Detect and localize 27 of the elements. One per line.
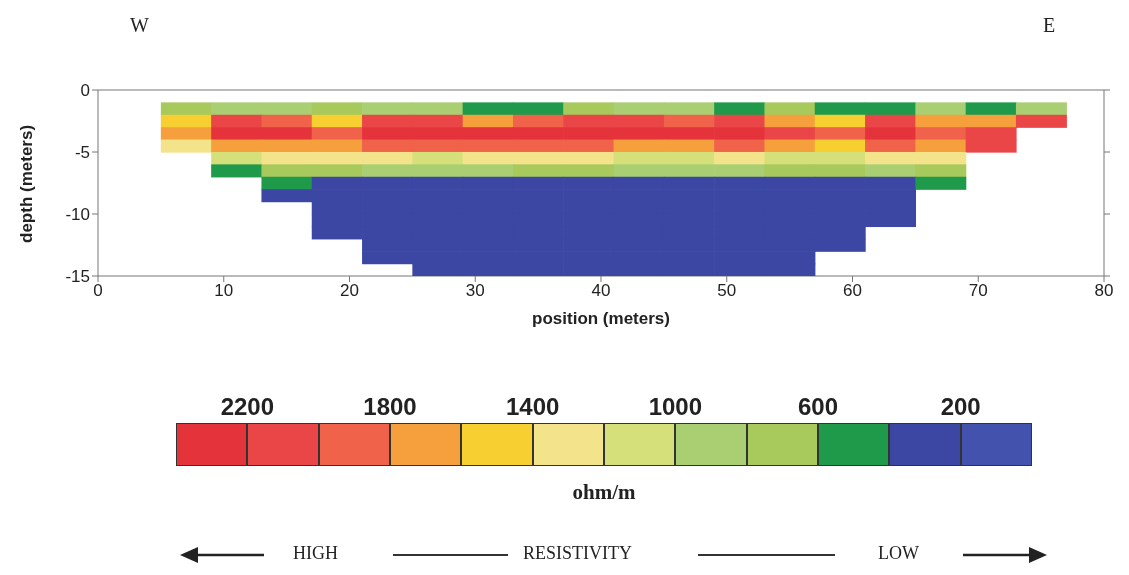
color-bar-label: 1800: [362, 393, 418, 421]
color-bar-label: 1400: [504, 393, 561, 421]
color-bar-label: 2200: [219, 393, 275, 421]
color-bar-label: 200: [939, 393, 982, 421]
y-tick-label: 0: [80, 81, 90, 101]
x-tick-label: 40: [591, 281, 611, 301]
color-bar-label: 1000: [647, 393, 703, 421]
x-tick-label: 30: [465, 281, 485, 301]
y-tick-label: -5: [74, 143, 90, 163]
color-bar-title: ohm/m: [571, 480, 637, 505]
text: W: [130, 14, 149, 37]
text: E: [1043, 14, 1056, 37]
x-tick-label: 80: [1094, 281, 1114, 301]
y-axis-title: depth (meters): [17, 124, 37, 243]
x-axis-title: position (meters): [532, 309, 670, 328]
color-bar-label: 600: [796, 393, 839, 421]
text: HIGH: [293, 543, 338, 564]
x-tick-label: 60: [843, 281, 862, 301]
x-tick-label: 50: [717, 281, 737, 301]
x-tick-label: 10: [214, 281, 234, 301]
x-tick-label: 0: [93, 281, 103, 301]
y-tick-label: -10: [65, 205, 90, 225]
text: LOW: [878, 543, 919, 564]
x-tick-label: 20: [340, 281, 359, 301]
y-tick-label: -15: [65, 267, 90, 287]
x-tick-label: 70: [968, 281, 988, 301]
text: RESISTIVITY: [523, 543, 632, 564]
